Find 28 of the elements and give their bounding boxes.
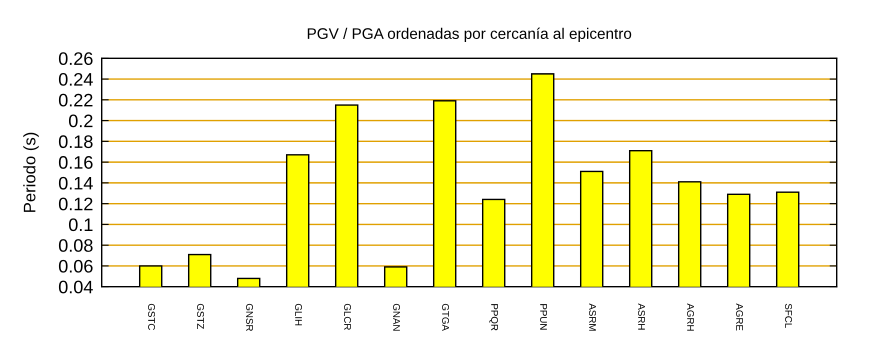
- y-tick-label: 0.14: [58, 176, 93, 190]
- x-tick-label: PPUN: [540, 304, 547, 330]
- y-tick-label: 0.08: [58, 239, 93, 252]
- y-axis-title: Periodo (s): [23, 132, 39, 212]
- x-tick-label: GTGA: [442, 304, 449, 331]
- y-tick-label: 0.16: [58, 156, 93, 169]
- y-tick-label: 0.22: [58, 94, 92, 107]
- x-tick-label: GSTZ: [197, 304, 204, 329]
- x-tick-label: GSTC: [148, 304, 155, 330]
- x-tick-label: GNSR: [246, 304, 253, 332]
- x-tick-label: GLIH: [295, 304, 302, 326]
- y-tick-label: 0.2: [68, 114, 92, 128]
- y-tick-label: 0.12: [58, 198, 92, 210]
- y-tick-label: 0.24: [58, 73, 93, 86]
- x-tick-label: ASRH: [638, 303, 645, 330]
- y-tick-label: 0.18: [58, 135, 93, 148]
- chart-title: PGV / PGA ordenadas por cercanía al epicentro: [308, 28, 632, 42]
- x-tick-label: ASRM: [589, 303, 596, 331]
- x-tick-label: SFCL: [785, 304, 792, 328]
- y-tick-label: 0.04: [58, 280, 93, 294]
- y-tick-label: 0.06: [58, 260, 93, 273]
- x-tick-label: AGRH: [687, 303, 694, 331]
- x-tick-label: GLCR: [344, 304, 351, 330]
- x-tick-label: GNAN: [393, 304, 400, 331]
- x-tick-label: AGRE: [736, 303, 743, 330]
- y-tick-label: 0.26: [58, 52, 93, 66]
- x-tick-label: PPQR: [489, 304, 498, 330]
- y-tick-label: 0.1: [68, 218, 92, 232]
